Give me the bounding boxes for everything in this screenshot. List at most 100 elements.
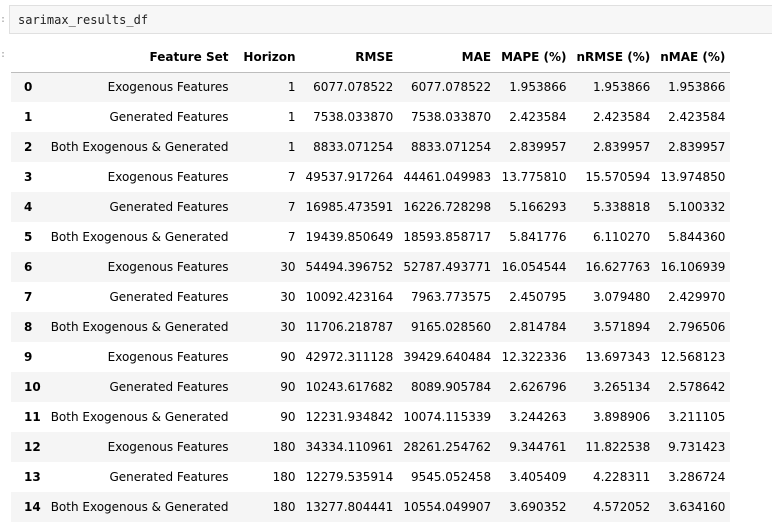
row-index: 12 — [24, 440, 41, 454]
table-cell: 2.839957 — [668, 140, 726, 154]
row-index: 9 — [24, 350, 33, 364]
table-row: 9 Exogenous Features 90 42972.311128 39429.6… — [11, 342, 730, 372]
code-text[interactable]: sarimax_results_df — [18, 13, 149, 27]
column-header: RMSE — [300, 42, 399, 73]
table-row: 14 Both Exogenous & Generated 180 13277.804… — [11, 492, 731, 522]
table-cell: 39429.640484 — [403, 350, 492, 364]
table-cell: 9.731423 — [668, 440, 726, 454]
table-cell: 12279.535914 — [305, 470, 394, 484]
table-cell: 13277.804441 — [305, 500, 394, 514]
table-cell: 13.974850 — [660, 170, 726, 184]
table-cell: Generated Features — [109, 470, 229, 484]
table-row: 5 Both Exogenous & Generated 7 19439.850649… — [11, 222, 730, 252]
table-row: 0 Exogenous Features 1 6077.078522 6077.0785… — [11, 72, 731, 102]
table-cell: Exogenous Features — [107, 80, 229, 95]
table-cell: 19439.850649 — [305, 230, 394, 244]
table-cell: 5.166293 — [509, 200, 567, 214]
table-row: 7 Generated Features 30 10092.423164 7963.77… — [11, 282, 730, 312]
table-row: 3 Exogenous Features 7 49537.917264 44461.04… — [11, 162, 730, 192]
input-prompt: : — [0, 14, 7, 25]
table-cell: Exogenous Features — [107, 260, 229, 274]
table-cell: 5.338818 — [592, 200, 651, 214]
table-cell: Both Exogenous & Generated — [50, 320, 229, 334]
table-cell: 90 — [280, 410, 296, 424]
table-cell: 7 — [287, 170, 296, 184]
table-cell: 9.344761 — [509, 440, 567, 454]
table-cell: 11706.218787 — [305, 320, 394, 334]
row-index: 10 — [24, 380, 41, 394]
table-cell: Generated Features — [109, 110, 229, 124]
table-cell: Both Exogenous & Generated — [50, 140, 229, 154]
dataframe-table: Feature Set Horizon RMSE MAE MAPE (%) nR… — [11, 42, 731, 522]
table-cell: 1.953866 — [592, 80, 651, 95]
table-cell: 7538.033870 — [313, 110, 394, 124]
table-cell: 10554.049907 — [403, 500, 492, 514]
table-row: 6 Exogenous Features 30 54494.396752 52787.4… — [11, 252, 731, 282]
table-cell: 16226.728298 — [403, 200, 492, 214]
table-cell: 2.626796 — [509, 380, 567, 394]
row-index: 14 — [24, 500, 41, 514]
table-cell: Exogenous Features — [107, 350, 229, 364]
table-cell: 1 — [287, 110, 296, 124]
table-row: 13 Generated Features 180 12279.535914 9545.… — [11, 462, 730, 492]
table-cell: 12.322336 — [501, 350, 567, 364]
table-cell: Both Exogenous & Generated — [50, 230, 229, 244]
table-cell: 3.405409 — [509, 470, 567, 484]
column-header: Horizon — [233, 42, 301, 73]
table-cell: Generated Features — [109, 380, 229, 394]
table-row: 4 Generated Features 7 16985.473591 16226.72… — [11, 192, 731, 222]
column-header: nMAE (%) — [655, 42, 731, 73]
table-cell: 4.572052 — [592, 500, 651, 514]
table-cell: 3.898906 — [592, 410, 651, 424]
table-cell: Both Exogenous & Generated — [50, 500, 229, 514]
table-cell: 6.110270 — [592, 230, 651, 244]
table-cell: 2.839957 — [592, 140, 651, 154]
table-cell: 13.775810 — [501, 170, 567, 184]
table-header-row: Feature Set Horizon RMSE MAE MAPE (%) nR… — [11, 42, 731, 73]
table-row: 10 Generated Features 90 10243.617682 8089.9… — [11, 372, 731, 402]
code-cell-editor[interactable]: sarimax_results_df — [9, 5, 772, 34]
table-cell: 2.423584 — [592, 110, 651, 124]
table-cell: 6077.078522 — [313, 80, 394, 95]
table-cell: 16.106939 — [660, 260, 726, 274]
column-header: MAPE (%) — [496, 42, 572, 73]
table-cell: 8833.071254 — [313, 140, 394, 154]
table-cell: 3.265134 — [592, 380, 651, 394]
table-cell: 8833.071254 — [410, 140, 492, 154]
table-cell: 2.429970 — [668, 290, 726, 304]
table-cell: 2.578642 — [668, 380, 726, 394]
table-cell: 90 — [280, 350, 296, 364]
table-cell: 1 — [287, 140, 296, 154]
table-cell: 12231.934842 — [305, 410, 394, 424]
column-header: nRMSE (%) — [571, 42, 656, 73]
table-cell: 30 — [280, 320, 296, 334]
table-row: 1 Generated Features 1 7538.033870 7538.0338… — [11, 102, 730, 132]
row-index: 6 — [24, 260, 33, 274]
table-cell: 10074.115339 — [403, 410, 492, 424]
table-cell: 180 — [272, 440, 296, 454]
table-cell: 6077.078522 — [410, 80, 492, 95]
index-header — [11, 42, 46, 73]
table-cell: 30 — [280, 290, 296, 304]
table-cell: 28261.254762 — [403, 440, 492, 454]
table-cell: 1 — [287, 80, 296, 95]
table-cell: 54494.396752 — [305, 260, 394, 274]
table-cell: 8089.905784 — [410, 380, 492, 394]
row-index: 13 — [24, 470, 41, 484]
table-cell: 7 — [287, 230, 296, 244]
table-cell: 2.423584 — [668, 110, 726, 124]
table-cell: Generated Features — [109, 290, 229, 304]
table-cell: Both Exogenous & Generated — [50, 410, 229, 424]
table-cell: 16.627763 — [585, 260, 651, 274]
table-cell: 2.796506 — [668, 320, 726, 334]
table-cell: 7538.033870 — [410, 110, 492, 124]
table-cell: 11.822538 — [585, 440, 651, 454]
table-cell: Exogenous Features — [107, 440, 229, 454]
row-index: 2 — [24, 140, 33, 154]
table-cell: 2.450795 — [509, 290, 567, 304]
table-cell: 9545.052458 — [410, 470, 492, 484]
table-cell: 1.953866 — [509, 80, 567, 95]
table-cell: 9165.028560 — [410, 320, 492, 334]
table-cell: Exogenous Features — [107, 170, 229, 184]
table-cell: 49537.917264 — [305, 170, 394, 184]
